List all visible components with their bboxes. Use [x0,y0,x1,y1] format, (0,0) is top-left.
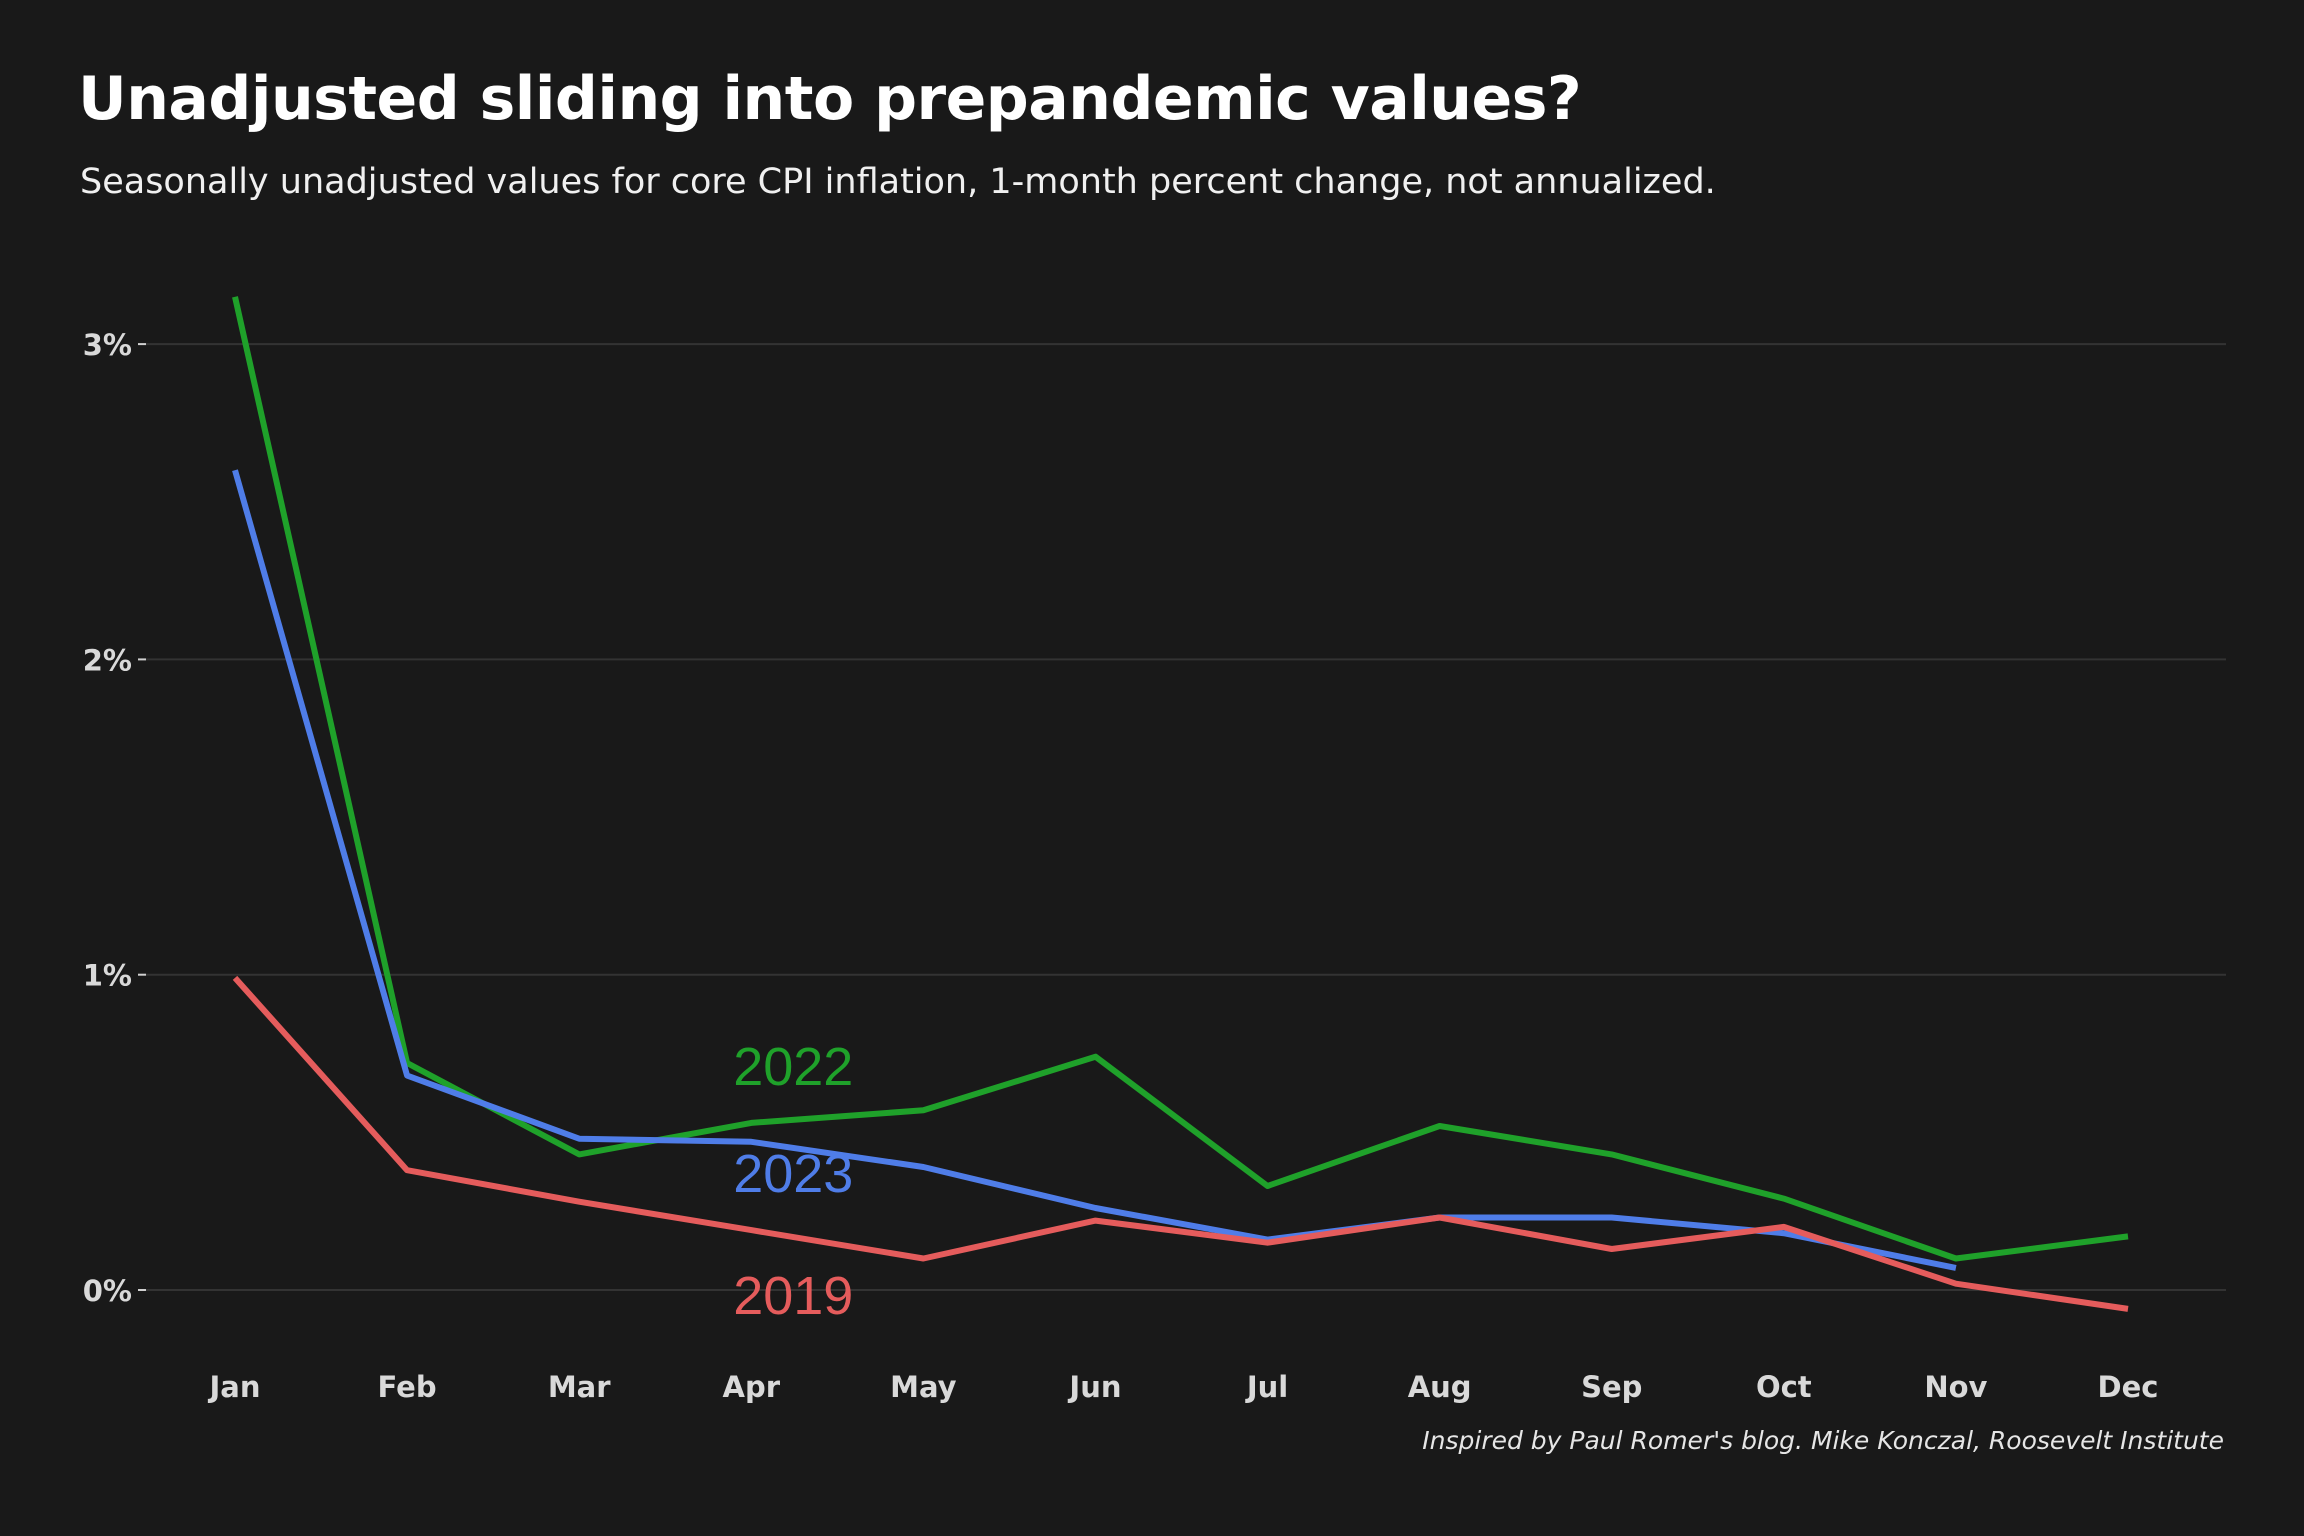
y-axis: 0% 1% 2% 3% [83,328,146,1308]
chart-title: Unadjusted sliding into prepandemic valu… [78,64,1582,134]
y-tick-label: 0% [83,1274,132,1308]
series-label-2019: 2019 [733,1266,853,1326]
y-tick-label: 3% [83,328,132,362]
x-tick-label: Dec [2098,1370,2159,1404]
chart-subtitle: Seasonally unadjusted values for core CP… [80,162,1716,202]
x-tick-label: Oct [1756,1370,1812,1404]
x-tick-label: Feb [378,1370,437,1404]
x-tick-label: Apr [723,1370,781,1404]
y-tick-label: 2% [83,643,132,677]
series-line-2019 [232,975,2129,1312]
x-tick-label: Jul [1245,1370,1288,1404]
x-tick-label: Sep [1581,1370,1642,1404]
y-tick-label: 1% [83,959,132,993]
x-axis: Jan Feb Mar Apr May Jun Jul Aug Sep Oct Nov Dec [207,1370,2158,1404]
gridlines [146,343,2226,1291]
series-line-2023 [232,469,1957,1271]
series-lines [232,296,2129,1312]
series-labels: 2022 2023 2019 [733,1037,853,1326]
x-tick-label: Aug [1408,1370,1472,1404]
series-label-2023: 2023 [733,1144,853,1204]
x-tick-label: Jan [207,1370,260,1404]
x-tick-label: May [890,1370,957,1404]
series-label-2022: 2022 [733,1037,853,1097]
x-tick-label: Nov [1924,1370,1987,1404]
x-tick-label: Jun [1067,1370,1121,1404]
series-line-2022 [232,296,2129,1262]
chart-caption: Inspired by Paul Romer's blog. Mike Konc… [1422,1426,2224,1455]
x-tick-label: Mar [548,1370,611,1404]
